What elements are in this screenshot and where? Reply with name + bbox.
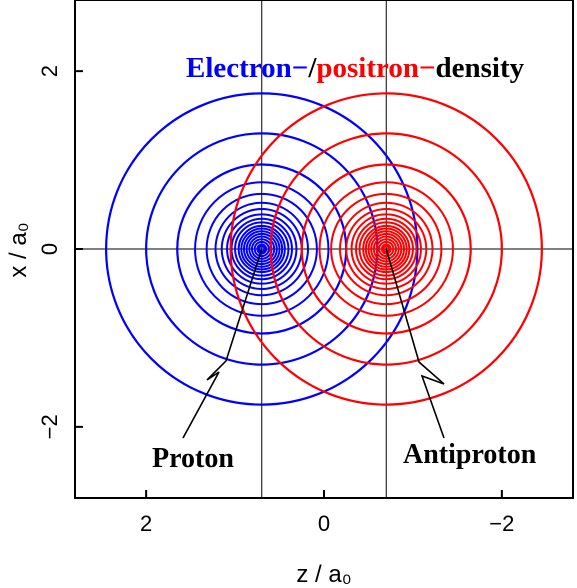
y-axis-label: x / a₀: [5, 222, 32, 277]
electron-contour: [242, 230, 281, 268]
electron-contour: [205, 192, 318, 306]
chart-title-part: density: [436, 52, 525, 84]
electron-contour: [234, 221, 290, 277]
x-tick-label: 2: [140, 511, 152, 536]
antiproton-annotation: Antiproton: [403, 439, 537, 470]
axis-labels: z / a₀ x / a₀: [5, 222, 352, 588]
positron-contour: [375, 238, 398, 260]
x-tick-label: −2: [489, 511, 514, 536]
positron-contour: [370, 232, 403, 266]
axis-ticks: 2 0 −2 −2 0 2: [37, 65, 514, 536]
annotation-pointer: [385, 248, 445, 439]
electron-contour: [256, 243, 268, 255]
chart-title-part: /: [307, 52, 317, 84]
contour-series: [105, 92, 543, 406]
positron-contour: [367, 230, 406, 268]
electron-contour: [194, 181, 330, 317]
positron-contour: [380, 243, 392, 255]
positron-contour: [318, 181, 454, 317]
electron-contour: [226, 213, 298, 285]
positron-contour: [330, 192, 443, 306]
electron-contour: [240, 227, 284, 271]
positron-contour: [355, 217, 418, 281]
chart-title-part: Electron−: [186, 52, 308, 84]
electron-contour: [214, 201, 309, 297]
annotations: Proton Antiproton: [152, 248, 537, 474]
x-axis-label: z / a₀: [296, 561, 351, 588]
chart-title: Electron−/positron−density: [186, 52, 525, 84]
positron-contour: [350, 213, 422, 285]
positron-contour: [378, 240, 395, 258]
x-tick-label: 0: [318, 511, 330, 536]
positron-contour: [339, 201, 434, 297]
chart-title-part: positron−: [316, 52, 435, 84]
electron-contour: [253, 240, 270, 258]
positron-contour: [300, 163, 472, 335]
annotation-pointer: [182, 248, 263, 439]
positron-contour: [345, 207, 428, 291]
positron-contour: [372, 235, 400, 263]
y-tick-label: −2: [37, 414, 62, 439]
positron-contour: [358, 221, 414, 277]
y-tick-label: 0: [37, 243, 62, 255]
positron-contour: [364, 227, 408, 271]
electron-contour: [258, 245, 266, 253]
electron-contour: [248, 235, 276, 263]
electron-contour: [237, 224, 286, 274]
positron-contour: [269, 132, 503, 366]
positron-contour: [362, 224, 411, 274]
positron-contour: [229, 92, 543, 406]
electron-contour: [245, 232, 278, 266]
y-tick-label: 2: [37, 65, 62, 77]
proton-annotation: Proton: [152, 443, 234, 474]
